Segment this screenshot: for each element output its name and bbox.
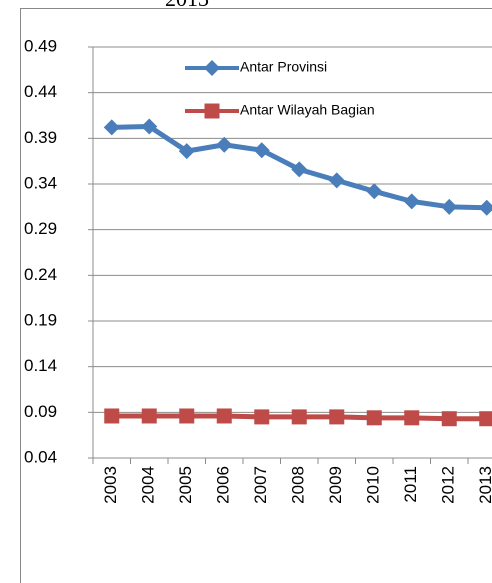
x-tick-label: 2005	[176, 466, 195, 504]
y-tick-label: 0.29	[24, 219, 57, 238]
marker	[366, 410, 382, 426]
marker	[103, 119, 120, 136]
y-tick-label: 0.39	[24, 128, 57, 147]
marker	[216, 408, 232, 424]
marker	[404, 410, 420, 426]
marker	[328, 172, 345, 189]
marker	[253, 142, 270, 159]
marker	[441, 411, 457, 427]
legend-text: Antar Provinsi	[240, 59, 327, 75]
marker	[178, 143, 195, 160]
legend-marker	[204, 103, 220, 119]
legend-marker	[204, 60, 220, 76]
y-tick-label: 0.09	[24, 402, 57, 421]
x-tick-label: 2006	[214, 466, 233, 504]
marker	[366, 183, 383, 200]
y-tick-label: 0.24	[24, 265, 57, 284]
marker	[441, 198, 458, 215]
chart-title: 2013	[165, 0, 209, 11]
x-tick-label: 2007	[251, 466, 270, 504]
x-tick-label: 2011	[401, 466, 420, 503]
marker	[141, 408, 157, 424]
y-tick-label: 0.04	[24, 447, 57, 466]
marker	[216, 136, 233, 153]
x-tick-label: 2003	[101, 466, 120, 504]
y-tick-label: 0.14	[24, 356, 57, 375]
y-tick-label: 0.49	[24, 36, 57, 55]
legend-text: Antar Wilayah Bagian	[240, 102, 375, 118]
x-tick-label: 2012	[439, 466, 458, 504]
marker	[104, 408, 120, 424]
marker	[478, 199, 492, 216]
marker	[329, 409, 345, 425]
marker	[479, 411, 492, 427]
marker	[403, 193, 420, 210]
y-tick-label: 0.34	[24, 173, 57, 192]
x-tick-label: 2008	[289, 466, 308, 504]
y-tick-label: 0.44	[24, 82, 57, 101]
marker	[179, 408, 195, 424]
marker	[141, 118, 158, 135]
marker	[291, 409, 307, 425]
marker	[291, 161, 308, 178]
marker	[254, 409, 270, 425]
x-tick-label: 2010	[364, 466, 383, 504]
y-tick-label: 0.19	[24, 310, 57, 329]
x-tick-label: 2013	[476, 466, 492, 504]
x-tick-label: 2009	[326, 466, 345, 504]
x-tick-label: 2004	[139, 466, 158, 504]
